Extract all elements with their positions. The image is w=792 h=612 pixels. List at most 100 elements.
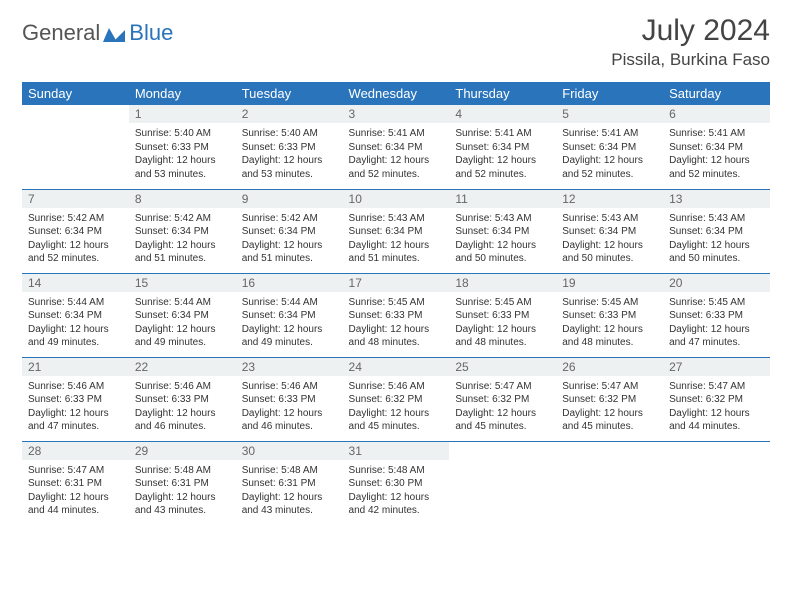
sunset-line: Sunset: 6:34 PM — [349, 225, 444, 239]
week-row: 21Sunrise: 5:46 AMSunset: 6:33 PMDayligh… — [22, 357, 770, 441]
sunset-line: Sunset: 6:34 PM — [135, 309, 230, 323]
sunrise-line: Sunrise: 5:46 AM — [135, 380, 230, 394]
day-number: 13 — [663, 190, 770, 208]
day-details: Sunrise: 5:45 AMSunset: 6:33 PMDaylight:… — [449, 292, 556, 356]
day-details: Sunrise: 5:48 AMSunset: 6:31 PMDaylight:… — [129, 460, 236, 524]
sunrise-line: Sunrise: 5:47 AM — [669, 380, 764, 394]
sunrise-line: Sunrise: 5:48 AM — [349, 464, 444, 478]
day-number: 29 — [129, 442, 236, 460]
day-details: Sunrise: 5:41 AMSunset: 6:34 PMDaylight:… — [449, 123, 556, 187]
day-number: 19 — [556, 274, 663, 292]
day-number: 21 — [22, 358, 129, 376]
daylight-line: Daylight: 12 hours and 48 minutes. — [349, 323, 444, 350]
page-subtitle: Pissila, Burkina Faso — [611, 50, 770, 70]
sunset-line: Sunset: 6:33 PM — [28, 393, 123, 407]
sunrise-line: Sunrise: 5:44 AM — [135, 296, 230, 310]
day-number: 23 — [236, 358, 343, 376]
day-number: 9 — [236, 190, 343, 208]
sunrise-line: Sunrise: 5:42 AM — [28, 212, 123, 226]
sunrise-line: Sunrise: 5:46 AM — [349, 380, 444, 394]
sunrise-line: Sunrise: 5:45 AM — [669, 296, 764, 310]
sunset-line: Sunset: 6:33 PM — [242, 141, 337, 155]
dayname-header: Tuesday — [236, 82, 343, 105]
daylight-line: Daylight: 12 hours and 46 minutes. — [242, 407, 337, 434]
sunrise-line: Sunrise: 5:43 AM — [562, 212, 657, 226]
day-cell: 4Sunrise: 5:41 AMSunset: 6:34 PMDaylight… — [449, 105, 556, 189]
day-number: 4 — [449, 105, 556, 123]
daylight-line: Daylight: 12 hours and 44 minutes. — [28, 491, 123, 518]
sunset-line: Sunset: 6:34 PM — [135, 225, 230, 239]
sunrise-line: Sunrise: 5:45 AM — [455, 296, 550, 310]
daylight-line: Daylight: 12 hours and 47 minutes. — [28, 407, 123, 434]
day-cell: 14Sunrise: 5:44 AMSunset: 6:34 PMDayligh… — [22, 273, 129, 357]
day-cell: 7Sunrise: 5:42 AMSunset: 6:34 PMDaylight… — [22, 189, 129, 273]
day-details: Sunrise: 5:48 AMSunset: 6:31 PMDaylight:… — [236, 460, 343, 524]
day-details: Sunrise: 5:40 AMSunset: 6:33 PMDaylight:… — [236, 123, 343, 187]
week-row: 14Sunrise: 5:44 AMSunset: 6:34 PMDayligh… — [22, 273, 770, 357]
daylight-line: Daylight: 12 hours and 48 minutes. — [562, 323, 657, 350]
day-cell: 11Sunrise: 5:43 AMSunset: 6:34 PMDayligh… — [449, 189, 556, 273]
day-details: Sunrise: 5:47 AMSunset: 6:31 PMDaylight:… — [22, 460, 129, 524]
day-details: Sunrise: 5:44 AMSunset: 6:34 PMDaylight:… — [236, 292, 343, 356]
day-cell — [449, 441, 556, 525]
sunset-line: Sunset: 6:32 PM — [455, 393, 550, 407]
sunset-line: Sunset: 6:34 PM — [562, 141, 657, 155]
dayname-header: Saturday — [663, 82, 770, 105]
sunset-line: Sunset: 6:32 PM — [349, 393, 444, 407]
sunrise-line: Sunrise: 5:47 AM — [562, 380, 657, 394]
day-cell: 20Sunrise: 5:45 AMSunset: 6:33 PMDayligh… — [663, 273, 770, 357]
sunrise-line: Sunrise: 5:46 AM — [242, 380, 337, 394]
day-number: 3 — [343, 105, 450, 123]
dayname-header: Wednesday — [343, 82, 450, 105]
daylight-line: Daylight: 12 hours and 43 minutes. — [242, 491, 337, 518]
daylight-line: Daylight: 12 hours and 50 minutes. — [562, 239, 657, 266]
day-number: 11 — [449, 190, 556, 208]
day-number: 15 — [129, 274, 236, 292]
day-details: Sunrise: 5:46 AMSunset: 6:33 PMDaylight:… — [236, 376, 343, 440]
day-cell: 1Sunrise: 5:40 AMSunset: 6:33 PMDaylight… — [129, 105, 236, 189]
calendar-table: SundayMondayTuesdayWednesdayThursdayFrid… — [22, 82, 770, 525]
daylight-line: Daylight: 12 hours and 49 minutes. — [135, 323, 230, 350]
day-cell: 16Sunrise: 5:44 AMSunset: 6:34 PMDayligh… — [236, 273, 343, 357]
brand-logo: General Blue — [22, 14, 173, 46]
sunset-line: Sunset: 6:34 PM — [669, 225, 764, 239]
day-cell: 13Sunrise: 5:43 AMSunset: 6:34 PMDayligh… — [663, 189, 770, 273]
sunrise-line: Sunrise: 5:41 AM — [562, 127, 657, 141]
day-details: Sunrise: 5:41 AMSunset: 6:34 PMDaylight:… — [663, 123, 770, 187]
day-details: Sunrise: 5:47 AMSunset: 6:32 PMDaylight:… — [556, 376, 663, 440]
day-cell: 10Sunrise: 5:43 AMSunset: 6:34 PMDayligh… — [343, 189, 450, 273]
sunset-line: Sunset: 6:33 PM — [669, 309, 764, 323]
day-cell: 5Sunrise: 5:41 AMSunset: 6:34 PMDaylight… — [556, 105, 663, 189]
daylight-line: Daylight: 12 hours and 51 minutes. — [135, 239, 230, 266]
day-details: Sunrise: 5:43 AMSunset: 6:34 PMDaylight:… — [343, 208, 450, 272]
sunset-line: Sunset: 6:31 PM — [28, 477, 123, 491]
daylight-line: Daylight: 12 hours and 48 minutes. — [455, 323, 550, 350]
day-details: Sunrise: 5:45 AMSunset: 6:33 PMDaylight:… — [556, 292, 663, 356]
daylight-line: Daylight: 12 hours and 51 minutes. — [349, 239, 444, 266]
day-cell: 27Sunrise: 5:47 AMSunset: 6:32 PMDayligh… — [663, 357, 770, 441]
day-number: 25 — [449, 358, 556, 376]
day-details: Sunrise: 5:41 AMSunset: 6:34 PMDaylight:… — [556, 123, 663, 187]
day-details: Sunrise: 5:44 AMSunset: 6:34 PMDaylight:… — [22, 292, 129, 356]
sunrise-line: Sunrise: 5:41 AM — [455, 127, 550, 141]
dayname-header: Thursday — [449, 82, 556, 105]
sunrise-line: Sunrise: 5:43 AM — [455, 212, 550, 226]
sunrise-line: Sunrise: 5:42 AM — [135, 212, 230, 226]
day-number: 28 — [22, 442, 129, 460]
daylight-line: Daylight: 12 hours and 52 minutes. — [28, 239, 123, 266]
day-number: 7 — [22, 190, 129, 208]
sunset-line: Sunset: 6:32 PM — [562, 393, 657, 407]
day-number: 2 — [236, 105, 343, 123]
daylight-line: Daylight: 12 hours and 44 minutes. — [669, 407, 764, 434]
sunset-line: Sunset: 6:33 PM — [135, 393, 230, 407]
day-number: 14 — [22, 274, 129, 292]
day-number: 24 — [343, 358, 450, 376]
day-number: 10 — [343, 190, 450, 208]
sunrise-line: Sunrise: 5:46 AM — [28, 380, 123, 394]
day-cell: 25Sunrise: 5:47 AMSunset: 6:32 PMDayligh… — [449, 357, 556, 441]
sunset-line: Sunset: 6:33 PM — [455, 309, 550, 323]
sunset-line: Sunset: 6:34 PM — [28, 309, 123, 323]
day-cell: 8Sunrise: 5:42 AMSunset: 6:34 PMDaylight… — [129, 189, 236, 273]
day-number: 20 — [663, 274, 770, 292]
daylight-line: Daylight: 12 hours and 42 minutes. — [349, 491, 444, 518]
